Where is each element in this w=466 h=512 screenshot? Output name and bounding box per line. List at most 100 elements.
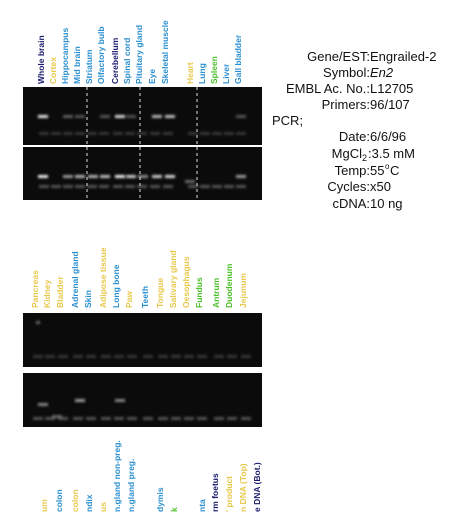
band: [36, 321, 40, 324]
lane-label: Cortex: [48, 57, 58, 84]
info-value: 6/6/96: [370, 129, 406, 144]
band: [100, 115, 110, 118]
info-label: Gene/EST:: [307, 49, 370, 64]
band: [143, 355, 153, 358]
lane-label: ' product: [224, 476, 234, 512]
info-label: Date:: [339, 129, 370, 144]
lane-label: rm foetus: [210, 473, 220, 512]
band: [241, 417, 251, 420]
band: [137, 132, 147, 135]
band: [212, 185, 222, 188]
gel: [23, 87, 262, 145]
lane-label: n.gland non-preg.: [112, 440, 122, 512]
band: [75, 132, 85, 135]
lane-label: Spinal cord: [122, 38, 132, 84]
band: [75, 399, 85, 402]
lane-label: Mid brain: [72, 46, 82, 84]
band: [184, 417, 194, 420]
band: [137, 185, 147, 188]
band: [171, 417, 181, 420]
band: [88, 175, 98, 178]
band: [163, 132, 173, 135]
band: [45, 417, 55, 420]
band: [113, 132, 123, 135]
band: [227, 355, 237, 358]
band: [113, 185, 123, 188]
lane-label: Salivary gland: [168, 250, 178, 308]
band: [163, 185, 173, 188]
lane-label: Olfactory bulb: [96, 26, 106, 84]
band: [45, 355, 55, 358]
info-label: MgCl: [332, 146, 362, 161]
lane-label: Skeletal muscle: [160, 20, 170, 84]
band: [224, 132, 234, 135]
lane-label: Paw: [124, 291, 134, 308]
info-label: Symbol:: [323, 65, 370, 80]
lane-label: Teeth: [140, 286, 150, 308]
lane-label: Cerebellum: [110, 37, 120, 84]
band: [101, 355, 111, 358]
band: [75, 185, 85, 188]
band: [143, 417, 153, 420]
lane-label: Adrenal gland: [70, 251, 80, 308]
band: [63, 132, 73, 135]
gel: [23, 313, 262, 367]
band: [165, 175, 175, 178]
info-label: Cycles:: [327, 179, 370, 194]
info-value: L12705: [370, 81, 413, 96]
band: [87, 185, 97, 188]
band: [236, 132, 246, 135]
band: [99, 132, 109, 135]
lane-label: Jejunum: [238, 273, 248, 308]
band: [114, 355, 124, 358]
lane-label: Pituitary gland: [134, 25, 144, 84]
lane-label: Gall bladder: [233, 34, 243, 84]
info-label: Temp:: [335, 163, 370, 178]
lane-label: Hippocampus: [60, 28, 70, 84]
info-value: 96/107: [370, 97, 410, 112]
band: [241, 355, 251, 358]
band: [39, 185, 49, 188]
lane-label: um: [39, 499, 49, 512]
band: [152, 115, 162, 118]
band: [188, 185, 198, 188]
lane-label: Long bone: [111, 264, 121, 308]
band: [39, 132, 49, 135]
info-value: C: [390, 163, 399, 178]
band: [63, 185, 73, 188]
band: [86, 355, 96, 358]
band: [197, 355, 207, 358]
lane-label: Striatum: [84, 49, 94, 84]
lane-label: e DNA (Bot.): [252, 462, 262, 512]
lane-label: Lung: [197, 63, 207, 84]
lane-label: dymis: [155, 487, 165, 512]
band: [51, 185, 61, 188]
band: [87, 132, 97, 135]
band: [224, 185, 234, 188]
band: [212, 132, 222, 135]
band: [100, 175, 110, 178]
info-label: EMBL Ac. No.:: [286, 81, 370, 96]
lane-label: k: [169, 507, 179, 512]
band: [126, 175, 136, 178]
lane-label: Fundus: [194, 277, 204, 308]
band: [75, 175, 85, 178]
band: [101, 417, 111, 420]
lane-label: colon: [54, 489, 64, 512]
lane-label: Antrum: [211, 277, 221, 308]
band: [73, 355, 83, 358]
band: [126, 115, 136, 118]
lane-label: Duodenum: [224, 263, 234, 308]
band: [58, 417, 68, 420]
lane-label: Adipose tissue: [98, 247, 108, 308]
band: [236, 185, 246, 188]
band: [184, 355, 194, 358]
band: [127, 417, 137, 420]
lane-label: Oesophagus: [181, 256, 191, 308]
info-label: Primers:: [322, 97, 370, 112]
band: [171, 355, 181, 358]
band: [52, 415, 62, 418]
lane-label: Bladder: [55, 276, 65, 308]
band: [38, 115, 48, 118]
info-value: En2: [370, 65, 394, 80]
